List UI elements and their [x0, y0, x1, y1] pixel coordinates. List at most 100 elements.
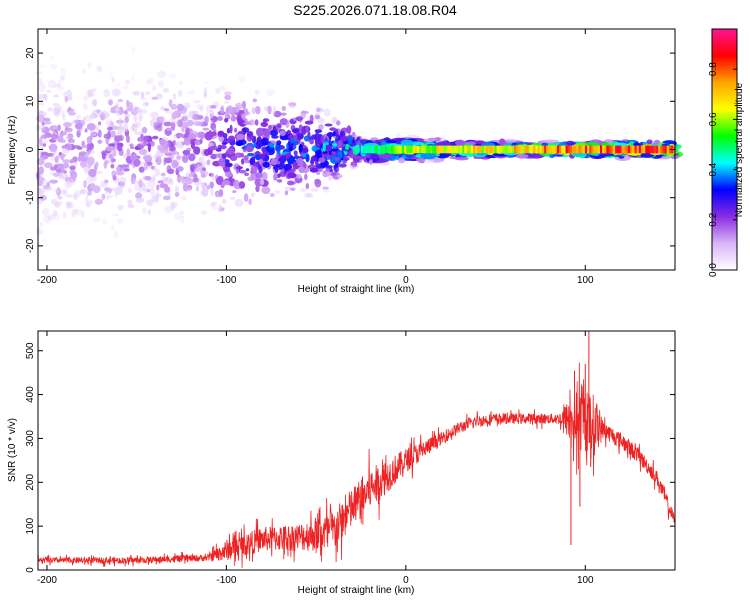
spectrogram-cell — [127, 204, 135, 209]
spectrogram-band-cell — [371, 145, 375, 154]
spectrogram-cell — [345, 143, 350, 150]
spectrogram-cell — [67, 94, 72, 102]
spectrogram-cell — [88, 168, 97, 178]
spectrogram-band-cell — [389, 145, 392, 154]
spectrogram-band-cell — [457, 145, 461, 154]
spectrogram-band-cell — [567, 145, 571, 154]
spectrogram-band-cell — [556, 145, 560, 154]
spectrogram-cell — [176, 103, 184, 112]
spectrogram-cell — [262, 161, 270, 168]
spectrogram-cell — [117, 98, 124, 103]
snr-x-tick-label: -100 — [216, 575, 236, 586]
spectrogram-cell — [182, 113, 189, 121]
spectrogram-cell — [249, 135, 255, 140]
spectrogram-cell — [352, 148, 359, 155]
spectrogram-cell — [122, 85, 129, 90]
spectrogram-band-cell — [651, 145, 655, 154]
spectrogram-cell — [322, 186, 329, 190]
spectrogram-cell — [104, 179, 109, 184]
spectrogram-y-ticks: -20 -10 0 10 20 — [25, 47, 675, 253]
spectrogram-cell — [198, 156, 205, 162]
spectrogram-cell — [53, 108, 60, 117]
spectrogram-cell — [138, 113, 143, 122]
spectrogram-cell — [37, 189, 45, 196]
spectrogram-band-cell — [427, 145, 431, 154]
spectrogram-band-cell — [455, 145, 459, 154]
spectrogram-cell — [83, 94, 90, 102]
spectrogram-band-cell — [466, 145, 469, 154]
spectrogram-cell — [290, 187, 296, 191]
spectrogram-cell — [217, 144, 222, 150]
spectrogram-band-cell — [535, 145, 538, 154]
spectrogram-cell — [37, 93, 47, 100]
spectrogram-cell — [53, 108, 60, 117]
spectrogram-cell — [57, 134, 64, 143]
spectrogram-cell — [248, 198, 252, 206]
spectrogram-cell — [80, 212, 85, 218]
spectrogram-cell — [259, 153, 266, 160]
spectrogram-cell — [61, 189, 68, 195]
spectrogram-cell — [203, 87, 208, 96]
snr-y-tick-label: 200 — [25, 474, 36, 491]
spectrogram-band-cell — [660, 145, 663, 154]
spectrogram-cell — [62, 114, 66, 122]
spectrogram-band-cell — [658, 145, 661, 154]
spectrogram-band-cell — [520, 145, 523, 154]
spectrogram-cell — [98, 121, 102, 126]
spectrogram-cell — [127, 204, 135, 209]
spectrogram-cell — [269, 129, 279, 137]
spectrogram-cell — [251, 166, 258, 174]
spectrogram-cell — [305, 125, 310, 132]
spectrogram-cell — [370, 137, 379, 141]
spectrogram-cell — [150, 111, 159, 120]
spectrogram-cell — [123, 122, 129, 132]
snr-y-tick-label: 300 — [25, 430, 36, 447]
spectrogram-cell — [210, 188, 214, 197]
spectrogram-cell — [69, 202, 74, 209]
spectrogram-cell — [196, 131, 206, 139]
spectrogram-cell — [232, 190, 237, 194]
spectrogram-cell — [166, 127, 172, 131]
spectrogram-cell — [543, 139, 560, 143]
spectrogram-band-cell — [625, 145, 629, 154]
spectrogram-cell — [193, 100, 201, 104]
spectrogram-cell — [332, 143, 338, 147]
spectrogram-cell — [499, 138, 506, 146]
spectrogram-cell — [124, 128, 130, 137]
spectrogram-band-cell — [528, 145, 532, 154]
spectrogram-cell — [138, 179, 143, 188]
spectrogram-band-cell — [421, 145, 424, 154]
spectrogram-cell — [212, 202, 218, 211]
spectrogram-band-cell — [576, 145, 579, 154]
spectrogram-cell — [181, 177, 186, 184]
snr-x-label: Height of straight line (km) — [298, 585, 415, 596]
spectrogram-cell — [173, 212, 183, 220]
spectrogram-band-cell — [410, 145, 413, 154]
spectrogram-band-cell — [595, 145, 599, 154]
spectrogram-cell — [64, 95, 69, 103]
spectrogram-band-cell — [453, 145, 457, 154]
spectrogram-band-cell — [565, 145, 568, 154]
spectrogram-cell — [58, 132, 63, 136]
spectrogram-band-cell — [582, 145, 586, 154]
spectrogram-cell — [57, 124, 61, 131]
spectrogram-cell — [150, 187, 155, 196]
spectrogram-cell — [85, 90, 92, 95]
spectrogram-cell — [243, 155, 249, 161]
spectrogram-band-cell — [600, 145, 603, 154]
spectrogram-cell — [271, 135, 279, 139]
spectrogram-cell — [316, 107, 321, 113]
spectrogram-cell — [270, 158, 278, 166]
spectrogram-cell — [314, 160, 319, 166]
spectrogram-cell — [238, 169, 247, 174]
spectrogram-cell — [119, 176, 127, 184]
spectrogram-cell — [324, 171, 332, 177]
spectrogram-cell — [147, 209, 152, 215]
spectrogram-cell — [420, 152, 437, 160]
spectrogram-cell — [129, 153, 137, 161]
spectrogram-cell — [175, 140, 185, 149]
spectrogram-band-cell — [516, 145, 519, 154]
spectrogram-cell — [60, 152, 65, 161]
spectrogram-cell — [155, 93, 163, 100]
spectrogram-cell — [193, 121, 203, 126]
